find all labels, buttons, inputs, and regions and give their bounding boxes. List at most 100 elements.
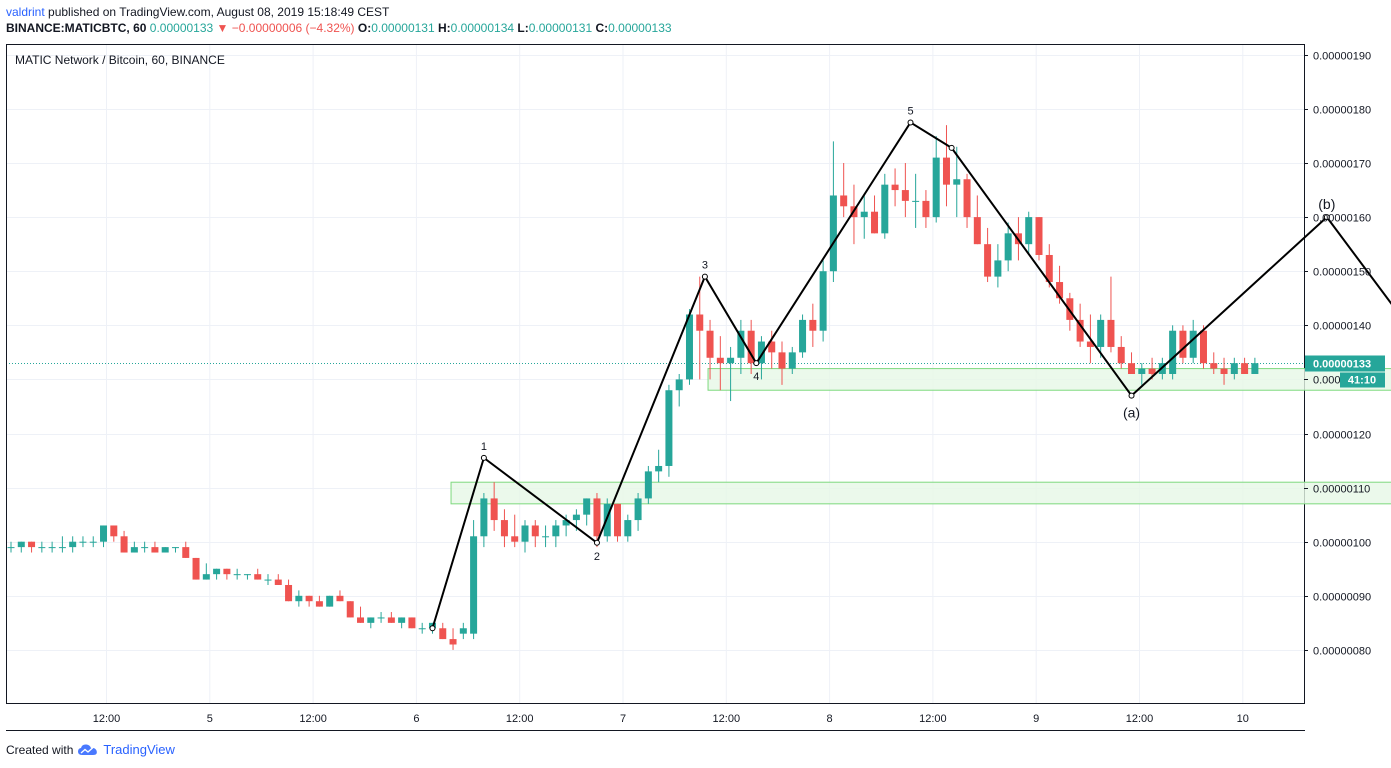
candle-body xyxy=(500,520,508,537)
y-tick-label: 0.00000090 xyxy=(1313,592,1371,604)
x-tick-label: 12:00 xyxy=(919,713,947,725)
candle-body xyxy=(696,314,704,331)
candle-body xyxy=(685,314,693,380)
candle-body xyxy=(542,536,550,538)
y-tick-label: 0.00000170 xyxy=(1313,159,1371,171)
candle-body xyxy=(1199,330,1207,364)
candle-body xyxy=(1179,330,1187,358)
candle-body xyxy=(634,498,642,521)
candle-body xyxy=(100,525,108,542)
y-tick-label: 0.00000140 xyxy=(1313,321,1371,333)
x-tick-label: 5 xyxy=(207,713,213,725)
candle-body xyxy=(151,547,159,553)
y-tick-label: 0.00000110 xyxy=(1313,484,1370,496)
ohlc-line: BINANCE:MATICBTC, 60 0.00000133 ▼ −0.000… xyxy=(6,20,1386,36)
candle-body xyxy=(655,465,663,472)
x-tick-label: 12:00 xyxy=(299,713,327,725)
y-tick-label: 0.00000190 xyxy=(1313,51,1371,63)
candle-body xyxy=(459,628,467,634)
candle-body xyxy=(418,628,426,630)
candle-body xyxy=(912,200,920,202)
wave-point xyxy=(480,454,487,461)
candle-body xyxy=(336,595,344,602)
candle-body xyxy=(860,211,868,218)
wave-path xyxy=(431,121,1391,629)
candle-body xyxy=(829,195,837,272)
candle-body xyxy=(901,190,909,201)
candle-body xyxy=(326,595,334,607)
candle-body xyxy=(1045,254,1053,283)
wave-point xyxy=(948,144,955,151)
tradingview-cloud-icon xyxy=(78,743,98,755)
candle-body xyxy=(994,260,1002,277)
candle-body xyxy=(809,319,817,331)
created-with-label: Created with xyxy=(6,742,74,757)
x-tick-label: 10 xyxy=(1237,713,1249,725)
price-axis[interactable]: 0.00000080 0.00000090 0.00000100 0.00000110… xyxy=(1304,51,1371,658)
wave-label: 1 xyxy=(481,441,487,453)
candle-body xyxy=(737,330,745,358)
open-label: O: xyxy=(357,21,372,35)
candle-body xyxy=(7,547,15,549)
candle-body xyxy=(182,547,190,558)
candle-body xyxy=(398,617,406,623)
candle-body xyxy=(141,547,149,549)
candle-body xyxy=(192,557,200,580)
wave-point xyxy=(1128,392,1135,399)
candle-body xyxy=(1128,363,1136,374)
candle-body xyxy=(942,157,950,185)
support-zone xyxy=(450,481,1391,505)
candle-body xyxy=(243,574,251,576)
wave-point xyxy=(907,119,914,126)
candle-body xyxy=(1189,330,1197,358)
candle-body xyxy=(531,525,539,537)
candle-body xyxy=(223,568,231,575)
candle-body xyxy=(1076,319,1084,342)
candle-body xyxy=(377,617,385,619)
x-tick-label: 12:00 xyxy=(506,713,534,725)
candle-body xyxy=(1056,282,1064,299)
candle-body xyxy=(387,617,395,623)
wave-label: 2 xyxy=(594,551,600,563)
candle-body xyxy=(706,330,714,358)
candle-body xyxy=(1148,368,1156,374)
high-value: 0.00000134 xyxy=(450,21,515,35)
candle-body xyxy=(28,541,36,548)
candle-body xyxy=(89,541,97,543)
wave-point xyxy=(593,539,600,546)
x-tick-label: 6 xyxy=(413,713,419,725)
candle-body xyxy=(213,568,221,575)
candle-body xyxy=(357,617,365,623)
tradingview-brand[interactable]: TradingView xyxy=(103,742,175,757)
candle-body xyxy=(38,547,46,549)
candle-body xyxy=(799,319,807,353)
candle-body xyxy=(130,547,138,553)
wave-label: 5 xyxy=(907,105,913,117)
candle-body xyxy=(973,217,981,245)
candle-body xyxy=(891,184,899,191)
candle-body xyxy=(171,547,179,549)
candle-body xyxy=(1138,368,1146,374)
candle-body xyxy=(1004,233,1012,261)
candle-body xyxy=(79,541,87,543)
candle-body xyxy=(367,617,375,623)
publish-line: valdrint published on TradingView.com, A… xyxy=(6,4,1386,20)
candle-body xyxy=(1220,368,1228,374)
candle-body xyxy=(1086,341,1094,347)
time-axis[interactable]: 12:00 5 12:00 6 12:00 7 12:00 8 12:00 9 12:00 10 xyxy=(93,713,1249,725)
candle-body xyxy=(1035,217,1043,255)
candle-body xyxy=(470,536,478,634)
candle-body xyxy=(408,617,416,629)
author-link[interactable]: valdrint xyxy=(6,5,45,19)
candle-body xyxy=(840,195,848,207)
candle-body xyxy=(747,330,755,364)
candle-body xyxy=(871,211,879,234)
support-zone xyxy=(707,368,1391,391)
candle-body xyxy=(1025,217,1033,245)
candle-body xyxy=(202,574,210,580)
candle-body xyxy=(644,471,652,499)
countdown-label: 41:10 xyxy=(1348,375,1376,387)
current-price-tag: 0.00000133 41:10 xyxy=(1305,355,1385,388)
candle-body xyxy=(953,179,961,185)
